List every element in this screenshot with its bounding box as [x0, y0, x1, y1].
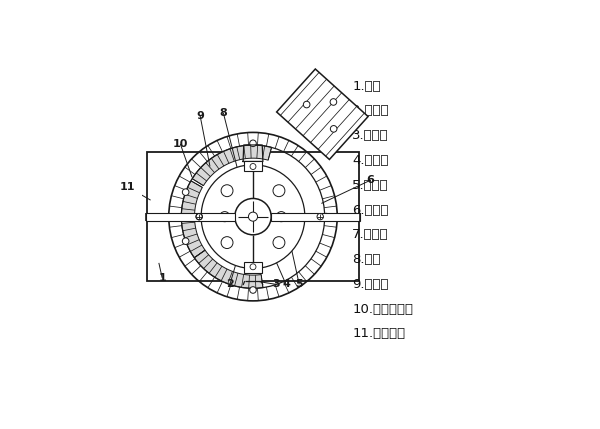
Text: 7.进料和: 7.进料和 [352, 228, 389, 242]
Circle shape [331, 126, 337, 132]
Text: 10: 10 [173, 139, 188, 149]
Circle shape [250, 163, 256, 169]
Text: 8: 8 [220, 108, 227, 118]
Text: 11: 11 [120, 182, 135, 192]
Text: 3: 3 [272, 279, 280, 290]
Text: 2: 2 [226, 279, 234, 290]
Polygon shape [277, 69, 368, 160]
Text: 7: 7 [292, 104, 300, 114]
Text: 1.筛板: 1.筛板 [352, 80, 381, 93]
Circle shape [220, 211, 230, 222]
Text: 8.锤头: 8.锤头 [352, 253, 380, 266]
Circle shape [248, 212, 257, 221]
Circle shape [196, 214, 202, 220]
Text: 4.中心轴: 4.中心轴 [352, 154, 389, 167]
Text: 9: 9 [196, 111, 204, 121]
Polygon shape [192, 145, 272, 186]
Bar [147, 152, 359, 281]
Circle shape [273, 237, 285, 248]
Circle shape [276, 211, 286, 222]
Circle shape [323, 213, 329, 220]
Text: 2.转子盘: 2.转子盘 [352, 104, 389, 118]
Text: 4: 4 [282, 279, 290, 290]
Text: 5: 5 [295, 279, 303, 290]
Circle shape [182, 238, 189, 245]
Polygon shape [181, 181, 205, 258]
Circle shape [221, 185, 233, 196]
Circle shape [221, 237, 233, 248]
Text: 11.连接机构: 11.连接机构 [352, 327, 405, 341]
Circle shape [250, 287, 256, 293]
Bar [244, 262, 262, 272]
Circle shape [235, 199, 271, 235]
Text: 10.弧形内衆板: 10.弧形内衆板 [352, 302, 413, 316]
Circle shape [250, 140, 256, 147]
Circle shape [201, 165, 305, 269]
Circle shape [182, 189, 189, 196]
Bar [271, 213, 361, 221]
Text: 9.反击板: 9.反击板 [352, 278, 389, 291]
Text: 5.支撇杆: 5.支撇杆 [352, 179, 389, 192]
Circle shape [330, 99, 337, 105]
Circle shape [273, 185, 285, 196]
Circle shape [304, 101, 310, 108]
Circle shape [250, 264, 256, 270]
Bar [244, 161, 262, 171]
Circle shape [317, 214, 323, 220]
Text: 3.出料口: 3.出料口 [352, 129, 389, 142]
Text: 6: 6 [367, 175, 374, 185]
Text: 6.支撇环: 6.支撇环 [352, 203, 389, 217]
Bar [146, 213, 235, 221]
Polygon shape [194, 250, 263, 288]
Text: 1: 1 [158, 273, 166, 283]
